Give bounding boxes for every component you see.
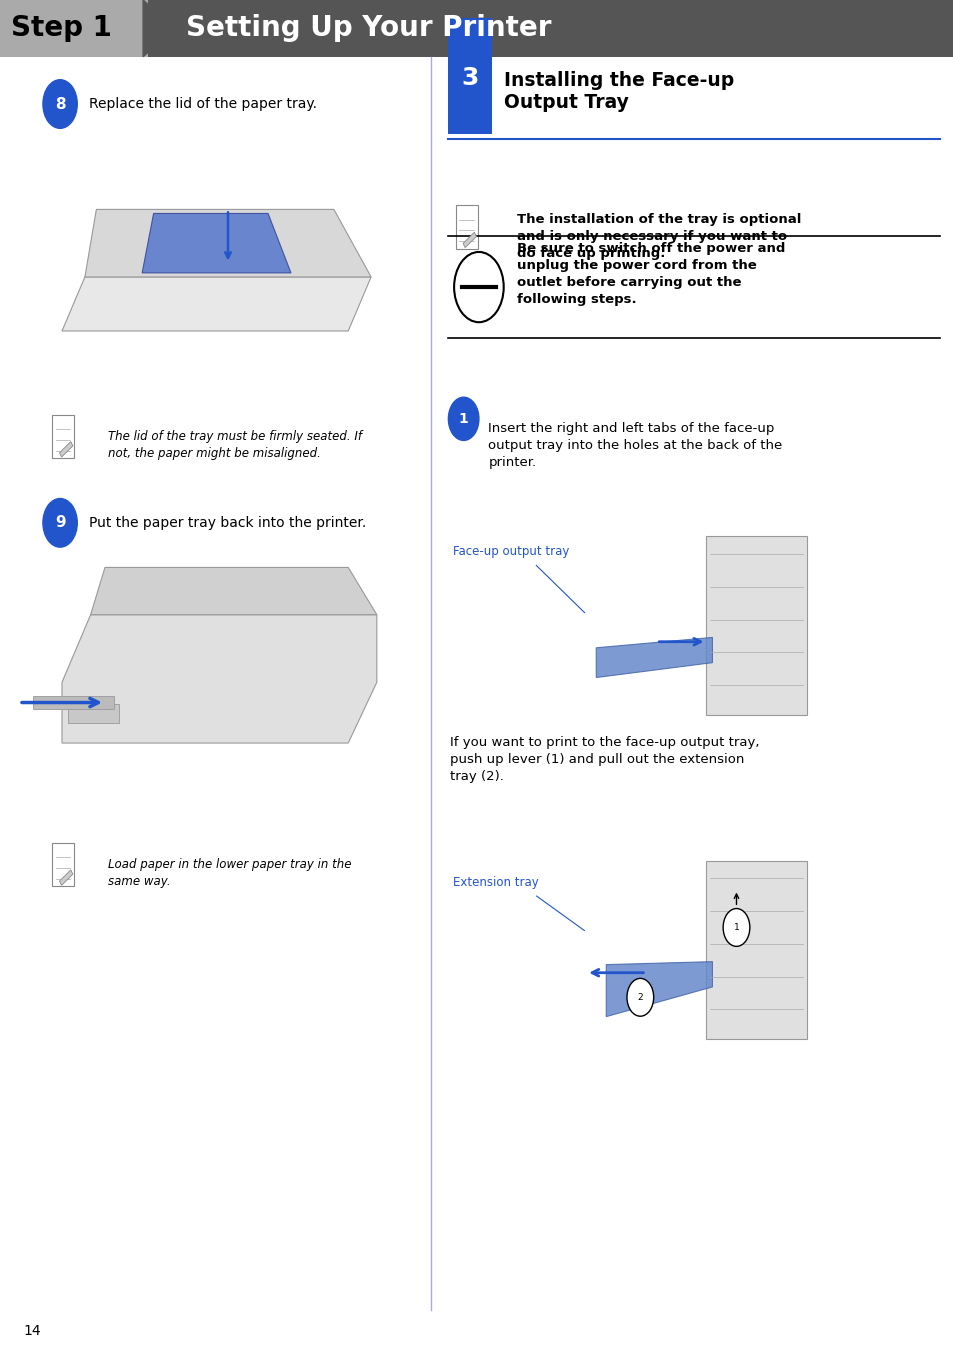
Text: 14: 14 [24, 1324, 41, 1337]
FancyBboxPatch shape [52, 843, 74, 886]
Text: 8: 8 [54, 96, 66, 112]
Polygon shape [596, 638, 712, 678]
Text: The installation of the tray is optional
and is only necessary if you want to
do: The installation of the tray is optional… [517, 213, 801, 261]
Text: Be sure to switch off the power and
unplug the power cord from the
outlet before: Be sure to switch off the power and unpl… [517, 242, 784, 305]
Circle shape [722, 909, 749, 947]
Polygon shape [59, 870, 72, 885]
Circle shape [448, 397, 478, 440]
Polygon shape [705, 536, 806, 715]
FancyBboxPatch shape [456, 205, 477, 249]
Circle shape [43, 499, 77, 547]
Polygon shape [462, 232, 476, 247]
FancyBboxPatch shape [33, 696, 113, 709]
Polygon shape [85, 209, 371, 277]
FancyBboxPatch shape [52, 415, 74, 458]
FancyBboxPatch shape [68, 704, 119, 723]
Text: Setting Up Your Printer: Setting Up Your Printer [186, 15, 551, 42]
FancyBboxPatch shape [448, 18, 492, 134]
Text: 1: 1 [458, 412, 468, 426]
Polygon shape [59, 442, 72, 457]
FancyBboxPatch shape [0, 0, 148, 57]
Text: If you want to print to the face-up output tray,
push up lever (1) and pull out : If you want to print to the face-up outp… [450, 736, 759, 784]
Polygon shape [62, 277, 371, 331]
Polygon shape [143, 0, 174, 57]
Text: Replace the lid of the paper tray.: Replace the lid of the paper tray. [89, 97, 316, 111]
Text: The lid of the tray must be firmly seated. If
not, the paper might be misaligned: The lid of the tray must be firmly seate… [108, 430, 361, 459]
Text: Extension tray: Extension tray [453, 875, 538, 889]
Text: Load paper in the lower paper tray in the
same way.: Load paper in the lower paper tray in th… [108, 858, 351, 888]
Polygon shape [606, 962, 712, 1016]
Text: 3: 3 [461, 66, 478, 91]
Text: Step 1: Step 1 [11, 15, 112, 42]
Polygon shape [142, 213, 291, 273]
Polygon shape [91, 567, 376, 615]
Circle shape [626, 978, 653, 1016]
Text: 9: 9 [54, 515, 66, 531]
Text: Face-up output tray: Face-up output tray [453, 544, 569, 558]
Circle shape [43, 80, 77, 128]
Text: 2: 2 [637, 993, 642, 1002]
Text: Installing the Face-up
Output Tray: Installing the Face-up Output Tray [503, 70, 733, 112]
Polygon shape [705, 861, 806, 1039]
Text: Put the paper tray back into the printer.: Put the paper tray back into the printer… [89, 516, 366, 530]
FancyBboxPatch shape [148, 0, 953, 57]
Circle shape [454, 253, 503, 323]
Polygon shape [62, 615, 376, 743]
Text: Insert the right and left tabs of the face-up
output tray into the holes at the : Insert the right and left tabs of the fa… [488, 422, 781, 469]
Text: 1: 1 [733, 923, 739, 932]
